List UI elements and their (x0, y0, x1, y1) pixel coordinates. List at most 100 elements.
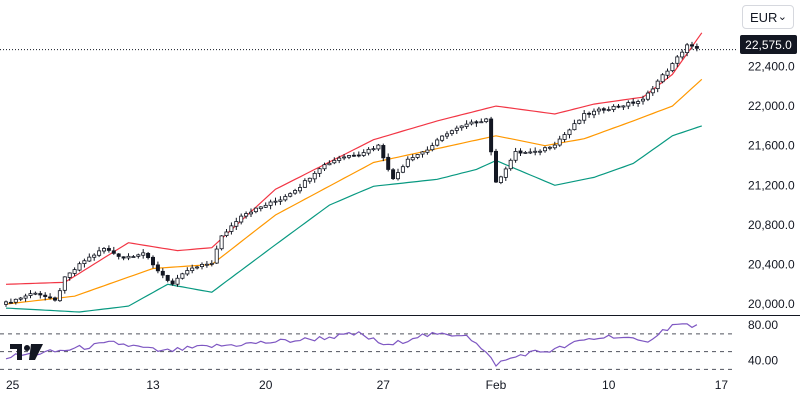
candle-body (244, 213, 249, 217)
candle-body (248, 211, 253, 215)
candle-body (503, 168, 508, 178)
candle-body (533, 150, 538, 153)
candle-body (400, 166, 405, 173)
candle-body (543, 147, 548, 152)
candle-body (322, 164, 327, 170)
candle-body (18, 297, 23, 300)
candle-body (694, 46, 699, 49)
price-axis-label: 22,400.0 (748, 59, 795, 73)
candle-body (675, 56, 680, 64)
candle-body (273, 200, 278, 203)
candle-body (464, 123, 469, 127)
time-axis-label: 27 (377, 378, 391, 392)
candle-body (219, 235, 224, 250)
candle-body (170, 280, 175, 285)
candle-body (136, 254, 141, 257)
candle-body (67, 272, 72, 278)
candle-body (587, 112, 592, 115)
currency-selector[interactable]: EUR ⌄ (742, 5, 794, 29)
candle-body (577, 119, 582, 124)
candle-body (131, 256, 136, 258)
candle-body (420, 151, 425, 155)
bollinger-middle-band (5, 78, 703, 305)
candle-body (28, 293, 33, 296)
candle-body (621, 105, 626, 108)
candle-body (690, 44, 695, 47)
candle-body (263, 204, 268, 208)
candle-body (48, 296, 53, 299)
candle-body (528, 151, 533, 154)
candle-body (121, 256, 126, 259)
candle-body (62, 276, 67, 291)
candle-body (302, 180, 307, 188)
candle-body (479, 121, 484, 124)
bollinger-lower-band (5, 125, 702, 313)
candle-body (92, 254, 97, 258)
candle-body (386, 156, 391, 170)
candle-body (513, 151, 518, 161)
candle-body (43, 294, 48, 297)
candle-body (508, 159, 513, 170)
candle-body (351, 154, 356, 157)
candle-body (371, 148, 376, 151)
candle-body (346, 155, 351, 158)
candle-body (288, 193, 293, 197)
candle-body (523, 151, 528, 154)
candle-body (175, 277, 180, 285)
candle-body (224, 231, 229, 236)
candle-body (141, 252, 146, 256)
candle-body (297, 187, 302, 192)
candle-body (229, 225, 234, 232)
candle-body (381, 145, 386, 159)
candle-body (562, 134, 567, 140)
candle-body (190, 267, 195, 271)
candle-body (498, 176, 503, 183)
candle-body (13, 298, 18, 303)
candle-body (660, 74, 665, 83)
time-axis-label: 10 (602, 378, 616, 392)
candle-body (342, 156, 347, 159)
candle-body (474, 121, 479, 124)
candle-body (199, 263, 204, 268)
candle-body (111, 250, 116, 254)
candle-body (214, 248, 219, 264)
rsi-axis-label: 80.00 (748, 318, 778, 332)
time-axis-label: Feb (486, 378, 507, 392)
candle-body (572, 123, 577, 131)
currency-label: EUR (750, 9, 778, 25)
tradingview-logo-icon[interactable] (10, 340, 44, 362)
candle-body (307, 177, 312, 182)
candle-body (23, 295, 28, 299)
time-axis-label: 20 (259, 378, 273, 392)
candle-body (234, 221, 239, 227)
last-price-tag: 22,575.0 (740, 35, 797, 54)
candle-body (82, 260, 87, 265)
candle-body (645, 92, 650, 100)
candle-body (4, 301, 9, 305)
last-price-value: 22,575.0 (745, 37, 792, 52)
candle-body (636, 101, 641, 104)
candle-body (38, 293, 43, 296)
candle-body (150, 256, 155, 266)
candle-body (592, 110, 597, 116)
candle-body (435, 139, 440, 146)
candle-body (395, 172, 400, 180)
candle-body (552, 144, 557, 149)
time-axis-label: 17 (715, 378, 729, 392)
candle-body (641, 98, 646, 102)
candle-body (317, 168, 322, 174)
candle-body (165, 274, 170, 281)
candle-body (258, 206, 263, 210)
candle-body (670, 63, 675, 72)
candle-body (557, 138, 562, 146)
candle-body (204, 263, 209, 266)
price-axis-label: 20,800.0 (748, 218, 795, 232)
candles-group (4, 41, 699, 307)
candle-body (493, 150, 498, 183)
candle-body (327, 162, 332, 166)
candle-body (180, 273, 185, 279)
candle-body (405, 158, 410, 167)
candle-body (356, 154, 361, 157)
